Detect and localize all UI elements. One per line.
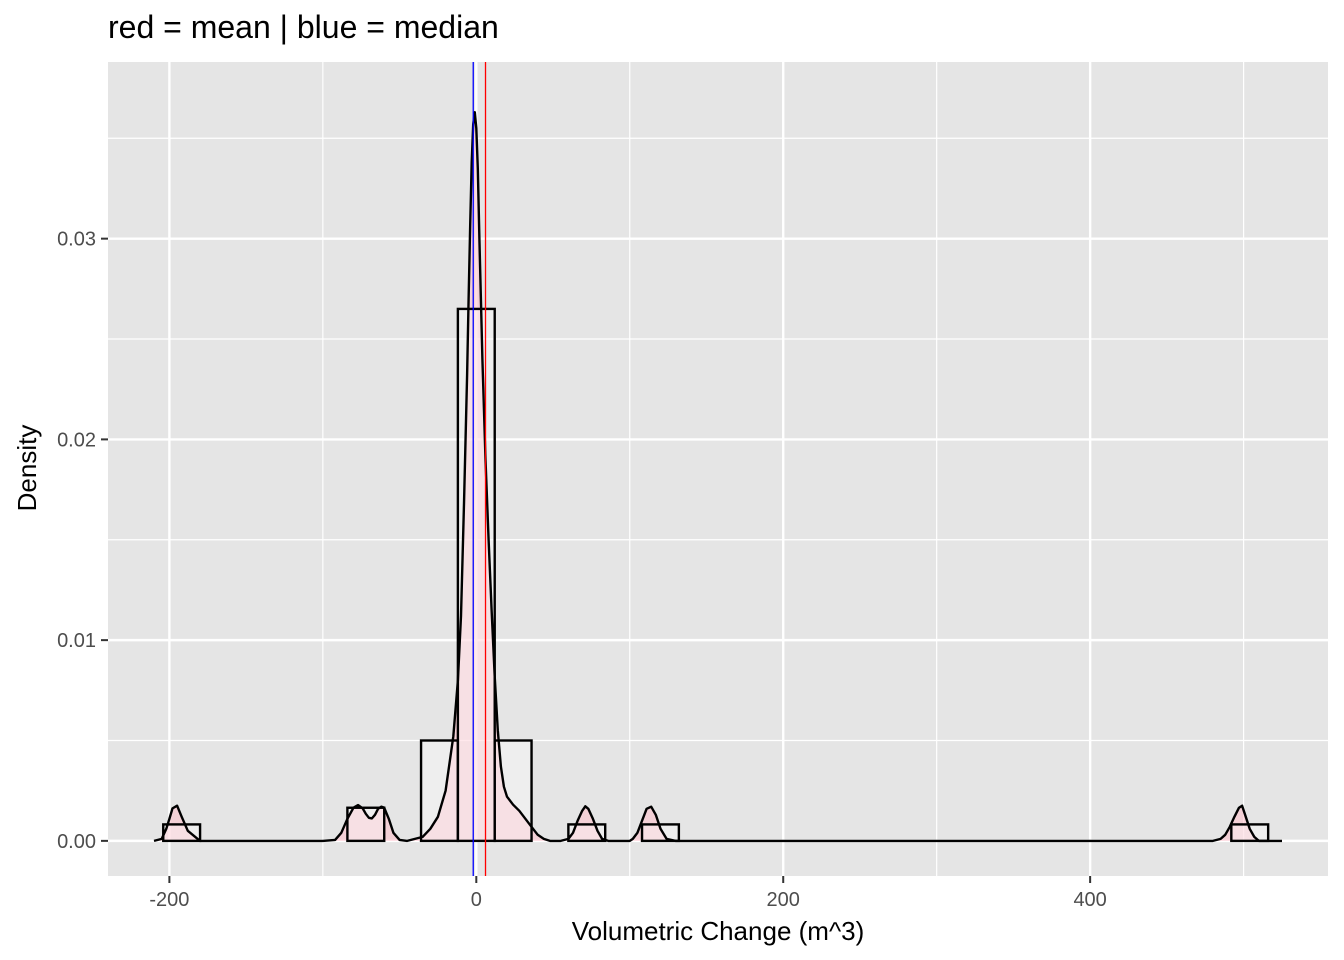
y-tick-label: 0.00 bbox=[57, 831, 96, 853]
histogram-bar bbox=[1230, 823, 1270, 843]
histogram-bar bbox=[419, 739, 460, 843]
y-axis: 0.00 0.01 0.02 0.03 bbox=[57, 229, 108, 853]
x-tick-label: 400 bbox=[1073, 889, 1106, 911]
x-tick-label: 0 bbox=[471, 889, 482, 911]
density-line bbox=[153, 111, 1282, 843]
y-tick-label: 0.01 bbox=[57, 630, 96, 652]
histogram-bar bbox=[162, 823, 202, 843]
reference-lines bbox=[472, 62, 487, 876]
y-axis-title: Density bbox=[12, 425, 42, 512]
density-curve bbox=[153, 111, 1282, 843]
x-axis: -200 0 200 400 bbox=[149, 876, 1107, 911]
histogram-bars bbox=[162, 307, 1270, 843]
plot-panel bbox=[108, 62, 1328, 876]
y-tick-label: 0.02 bbox=[57, 429, 96, 451]
minor-gridlines bbox=[108, 62, 1328, 876]
histogram-bar bbox=[640, 823, 681, 843]
chart-title: red = mean | blue = median bbox=[108, 9, 499, 45]
x-axis-title: Volumetric Change (m^3) bbox=[572, 916, 865, 946]
y-tick-label: 0.03 bbox=[57, 229, 96, 251]
histogram-bar bbox=[456, 307, 496, 843]
x-tick-label: -200 bbox=[149, 889, 189, 911]
x-tick-label: 200 bbox=[767, 889, 800, 911]
